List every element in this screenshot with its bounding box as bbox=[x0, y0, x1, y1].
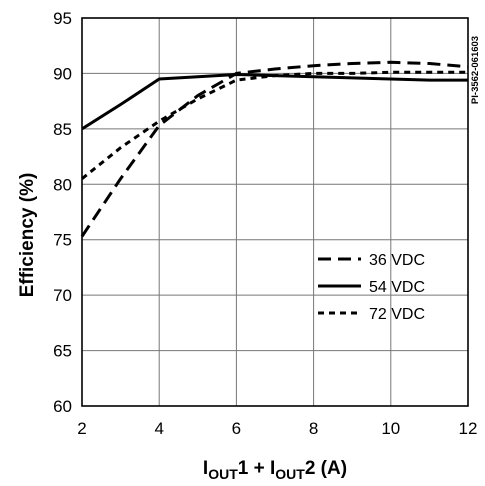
x-tick-label: 8 bbox=[309, 419, 318, 438]
x-tick-label: 10 bbox=[381, 419, 400, 438]
x-axis-label: IOUT1 + IOUT2 (A) bbox=[203, 458, 347, 482]
y-tick-label: 90 bbox=[53, 64, 72, 83]
x-tick-label: 12 bbox=[459, 419, 478, 438]
series-line-72-vdc bbox=[81, 70, 468, 180]
x-tick-label: 2 bbox=[77, 419, 86, 438]
x-tick-labels: 2 4 6 8 10 12 bbox=[77, 419, 477, 438]
x-axis-label-sub2: OUT bbox=[275, 466, 305, 482]
legend-label: 54 VDC bbox=[369, 279, 425, 296]
figure-code-label: PI-3562-061603 bbox=[470, 36, 481, 104]
x-axis-label-part3: 2 (A) bbox=[305, 458, 347, 479]
y-tick-label: 85 bbox=[53, 120, 72, 139]
x-tick-label: 6 bbox=[232, 419, 241, 438]
y-tick-label: 80 bbox=[53, 175, 72, 194]
y-tick-label: 95 bbox=[53, 9, 72, 28]
y-tick-label: 65 bbox=[53, 342, 72, 361]
series-line-36-vdc bbox=[80, 60, 469, 238]
legend: 36 VDC 54 VDC 72 VDC bbox=[318, 252, 425, 323]
x-axis-label-part2: 1 + I bbox=[238, 458, 276, 479]
plot-border bbox=[81, 17, 469, 407]
x-axis-label-part1: I bbox=[203, 458, 208, 479]
legend-label: 72 VDC bbox=[369, 306, 425, 323]
y-tick-label: 60 bbox=[53, 397, 72, 416]
legend-label: 36 VDC bbox=[369, 252, 425, 269]
y-tick-label: 75 bbox=[53, 231, 72, 250]
series-group bbox=[80, 60, 469, 238]
x-tick-label: 4 bbox=[154, 419, 163, 438]
y-tick-label: 70 bbox=[53, 286, 72, 305]
y-tick-labels: 60 65 70 75 80 85 90 95 bbox=[53, 9, 72, 416]
series-line-54-vdc bbox=[81, 73, 468, 131]
y-axis-label: Efficiency (%) bbox=[17, 173, 38, 298]
x-axis-label-sub1: OUT bbox=[208, 466, 238, 482]
